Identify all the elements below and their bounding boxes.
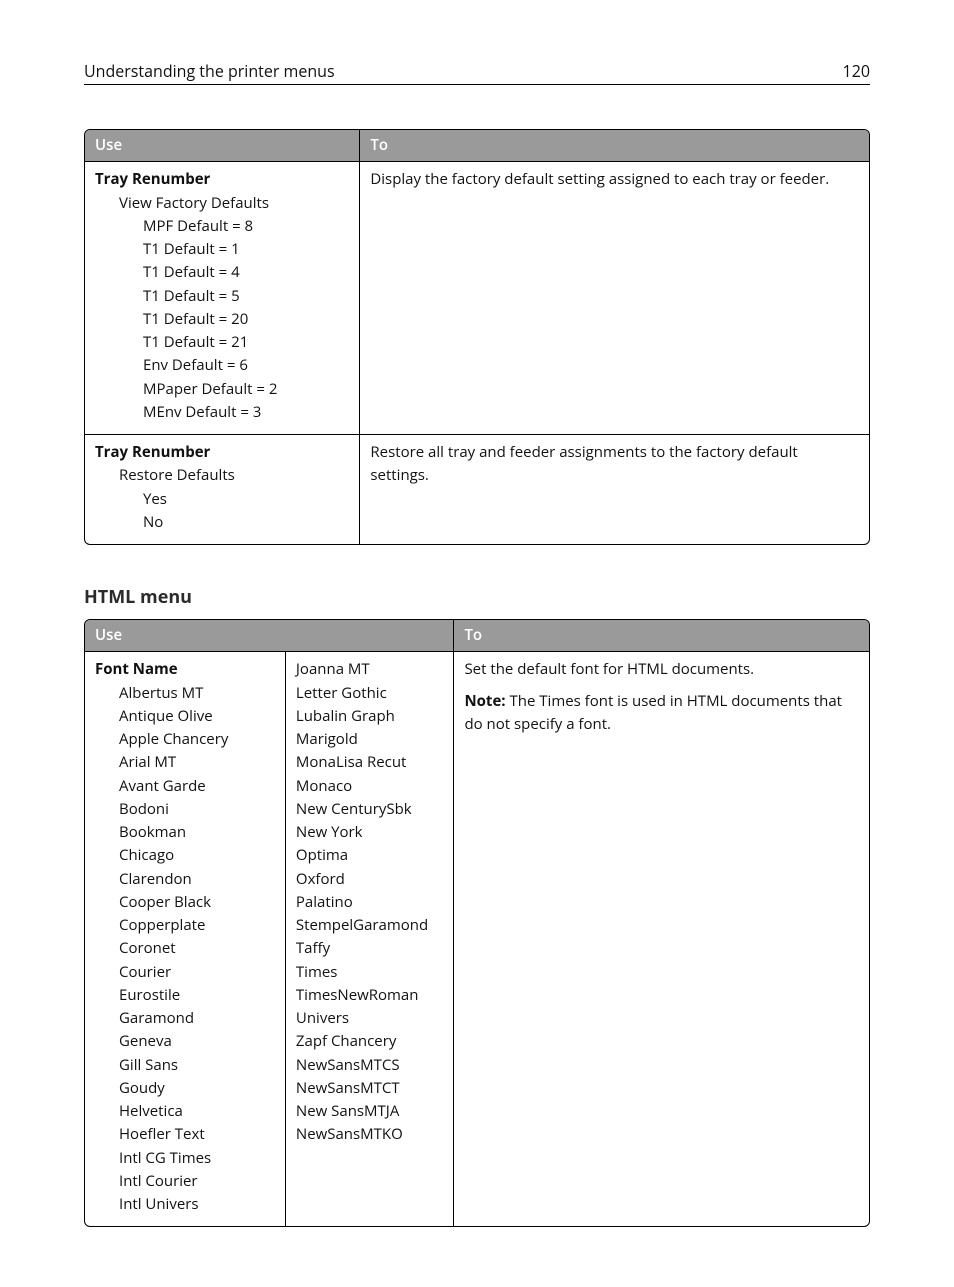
tray-renumber-table: Use To Tray Renumber View Factory Defaul… xyxy=(84,129,870,545)
font-option: MonaLisa Recut xyxy=(296,751,444,774)
font-option: Coronet xyxy=(95,937,275,960)
table2-header-use: Use xyxy=(85,620,453,652)
font-option: Bodoni xyxy=(95,798,275,821)
menu-item-value: MEnv Default = 3 xyxy=(95,401,349,424)
note-body: The Times font is used in HTML documents… xyxy=(464,691,842,734)
font-name-cell-a: Font Name Albertus MT Antique Olive Appl… xyxy=(85,652,285,1226)
font-option: TimesNewRoman xyxy=(296,984,444,1007)
font-option: Oxford xyxy=(296,868,444,891)
to-cell: Restore all tray and feeder assignments … xyxy=(359,434,869,544)
font-option: Albertus MT xyxy=(95,682,275,705)
font-option: Gill Sans xyxy=(95,1054,275,1077)
font-option: Monaco xyxy=(296,775,444,798)
font-option: Lubalin Graph xyxy=(296,705,444,728)
font-option: Chicago xyxy=(95,844,275,867)
font-option: Hoefler Text xyxy=(95,1123,275,1146)
menu-item-value: No xyxy=(95,511,349,534)
font-option: NewSansMTCT xyxy=(296,1077,444,1100)
font-option: Bookman xyxy=(95,821,275,844)
description-text: Display the factory default setting assi… xyxy=(370,168,859,191)
description-text: Set the default font for HTML documents. xyxy=(464,658,859,681)
description-text: Restore all tray and feeder assignments … xyxy=(370,441,859,488)
menu-item-value: MPaper Default = 2 xyxy=(95,378,349,401)
menu-item-sub: Restore Defaults xyxy=(95,464,349,487)
table-row: Tray Renumber View Factory Defaults MPF … xyxy=(85,162,869,434)
font-option: Clarendon xyxy=(95,868,275,891)
font-option: Intl CG Times xyxy=(95,1147,275,1170)
menu-item-sub: View Factory Defaults xyxy=(95,192,349,215)
font-option: Arial MT xyxy=(95,751,275,774)
font-option: Taffy xyxy=(296,937,444,960)
header-title: Understanding the printer menus xyxy=(84,60,335,82)
font-option: Garamond xyxy=(95,1007,275,1030)
font-option: StempelGaramond xyxy=(296,914,444,937)
font-option: Copperplate xyxy=(95,914,275,937)
font-option: New CenturySbk xyxy=(296,798,444,821)
font-option: Eurostile xyxy=(95,984,275,1007)
note-label: Note: xyxy=(464,691,505,711)
note-text: Note: The Times font is used in HTML doc… xyxy=(464,690,859,737)
table1-header-to: To xyxy=(359,130,869,162)
font-option: New SansMTJA xyxy=(296,1100,444,1123)
font-option: NewSansMTCS xyxy=(296,1054,444,1077)
menu-item-value: MPF Default = 8 xyxy=(95,215,349,238)
menu-item-title: Tray Renumber xyxy=(95,168,349,191)
menu-item-value: T1 Default = 20 xyxy=(95,308,349,331)
menu-item-value: T1 Default = 21 xyxy=(95,331,349,354)
to-cell: Set the default font for HTML documents.… xyxy=(453,652,869,1226)
font-option: Joanna MT xyxy=(296,658,444,681)
font-option: New York xyxy=(296,821,444,844)
font-option: Univers xyxy=(296,1007,444,1030)
page-number: 120 xyxy=(843,60,870,82)
menu-item-title: Font Name xyxy=(95,658,275,681)
font-option: Courier xyxy=(95,961,275,984)
font-option: Letter Gothic xyxy=(296,682,444,705)
font-option: Palatino xyxy=(296,891,444,914)
font-option: Antique Olive xyxy=(95,705,275,728)
menu-item-value: Yes xyxy=(95,488,349,511)
font-option: Helvetica xyxy=(95,1100,275,1123)
page: Understanding the printer menus 120 Use … xyxy=(0,0,954,1287)
font-option: NewSansMTKO xyxy=(296,1123,444,1146)
font-option: Optima xyxy=(296,844,444,867)
to-cell: Display the factory default setting assi… xyxy=(359,162,869,434)
font-list-col-a: Albertus MT Antique Olive Apple Chancery… xyxy=(95,682,275,1217)
font-list-col-b: Joanna MT Letter Gothic Lubalin Graph Ma… xyxy=(296,658,444,1146)
font-option: Marigold xyxy=(296,728,444,751)
menu-item-value: T1 Default = 1 xyxy=(95,238,349,261)
use-cell: Tray Renumber View Factory Defaults MPF … xyxy=(85,162,359,434)
font-option: Intl Univers xyxy=(95,1193,275,1216)
menu-item-title: Tray Renumber xyxy=(95,441,349,464)
section-heading-html-menu: HTML menu xyxy=(84,585,870,609)
table1-header-use: Use xyxy=(85,130,359,162)
use-cell: Tray Renumber Restore Defaults Yes No xyxy=(85,434,359,544)
font-option: Zapf Chancery xyxy=(296,1030,444,1053)
running-header: Understanding the printer menus 120 xyxy=(84,60,870,85)
font-option: Goudy xyxy=(95,1077,275,1100)
font-option: Intl Courier xyxy=(95,1170,275,1193)
font-option: Geneva xyxy=(95,1030,275,1053)
table-row: Font Name Albertus MT Antique Olive Appl… xyxy=(85,652,869,1226)
table2-header-to: To xyxy=(453,620,869,652)
font-option: Cooper Black xyxy=(95,891,275,914)
font-option: Apple Chancery xyxy=(95,728,275,751)
menu-item-value: T1 Default = 4 xyxy=(95,261,349,284)
menu-item-value: Env Default = 6 xyxy=(95,354,349,377)
table-row: Tray Renumber Restore Defaults Yes No Re… xyxy=(85,434,869,544)
font-name-cell-b: Joanna MT Letter Gothic Lubalin Graph Ma… xyxy=(285,652,454,1226)
font-option: Avant Garde xyxy=(95,775,275,798)
font-option: Times xyxy=(296,961,444,984)
menu-item-value: T1 Default = 5 xyxy=(95,285,349,308)
html-menu-table: Use To Font Name Albertus MT Antique Oli… xyxy=(84,619,870,1227)
